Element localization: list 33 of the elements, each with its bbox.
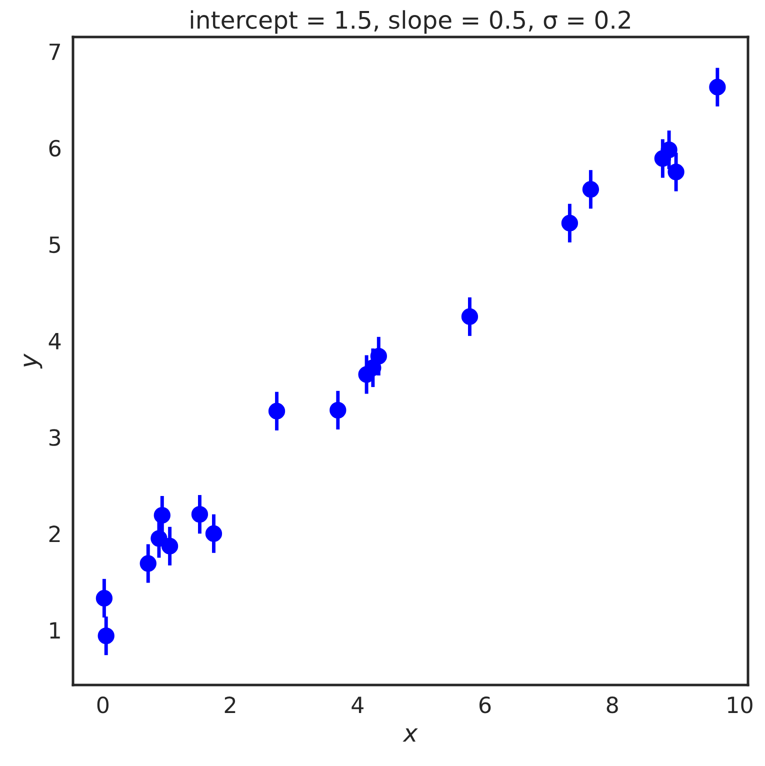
x-axis-title: x	[402, 728, 418, 742]
point	[96, 590, 113, 607]
point	[161, 538, 178, 554]
point	[461, 308, 478, 325]
point	[140, 555, 156, 572]
point	[330, 402, 346, 419]
point	[660, 141, 678, 158]
y-tick-label: 2	[49, 526, 60, 542]
chart-title: intercept = 1.5, slope = 0.5, σ = 0.2	[190, 10, 630, 34]
x-tick-label: 10	[728, 696, 752, 714]
y-tick-label: 7	[50, 44, 60, 60]
y-tick-label: 6	[49, 140, 60, 157]
point	[668, 164, 684, 180]
point	[268, 402, 286, 420]
y-tick-label: 1	[50, 622, 60, 638]
y-tick-label: 4	[48, 332, 61, 350]
x-tick-label: 6	[479, 696, 491, 714]
point	[154, 506, 170, 524]
y-tick-label: 5	[49, 236, 60, 254]
point	[370, 348, 387, 365]
x-tick-label: 4	[352, 696, 364, 713]
x-tick-label: 0	[97, 696, 109, 714]
point	[98, 627, 114, 644]
point	[709, 78, 726, 96]
point	[191, 506, 208, 523]
y-axis-title: y	[24, 354, 42, 369]
x-tick-label: 8	[606, 696, 618, 714]
y-tick-label: 3	[49, 429, 60, 446]
point	[561, 214, 578, 232]
point	[582, 181, 600, 198]
point	[205, 525, 222, 542]
point	[150, 530, 168, 547]
x-tick-label: 2	[224, 696, 236, 713]
